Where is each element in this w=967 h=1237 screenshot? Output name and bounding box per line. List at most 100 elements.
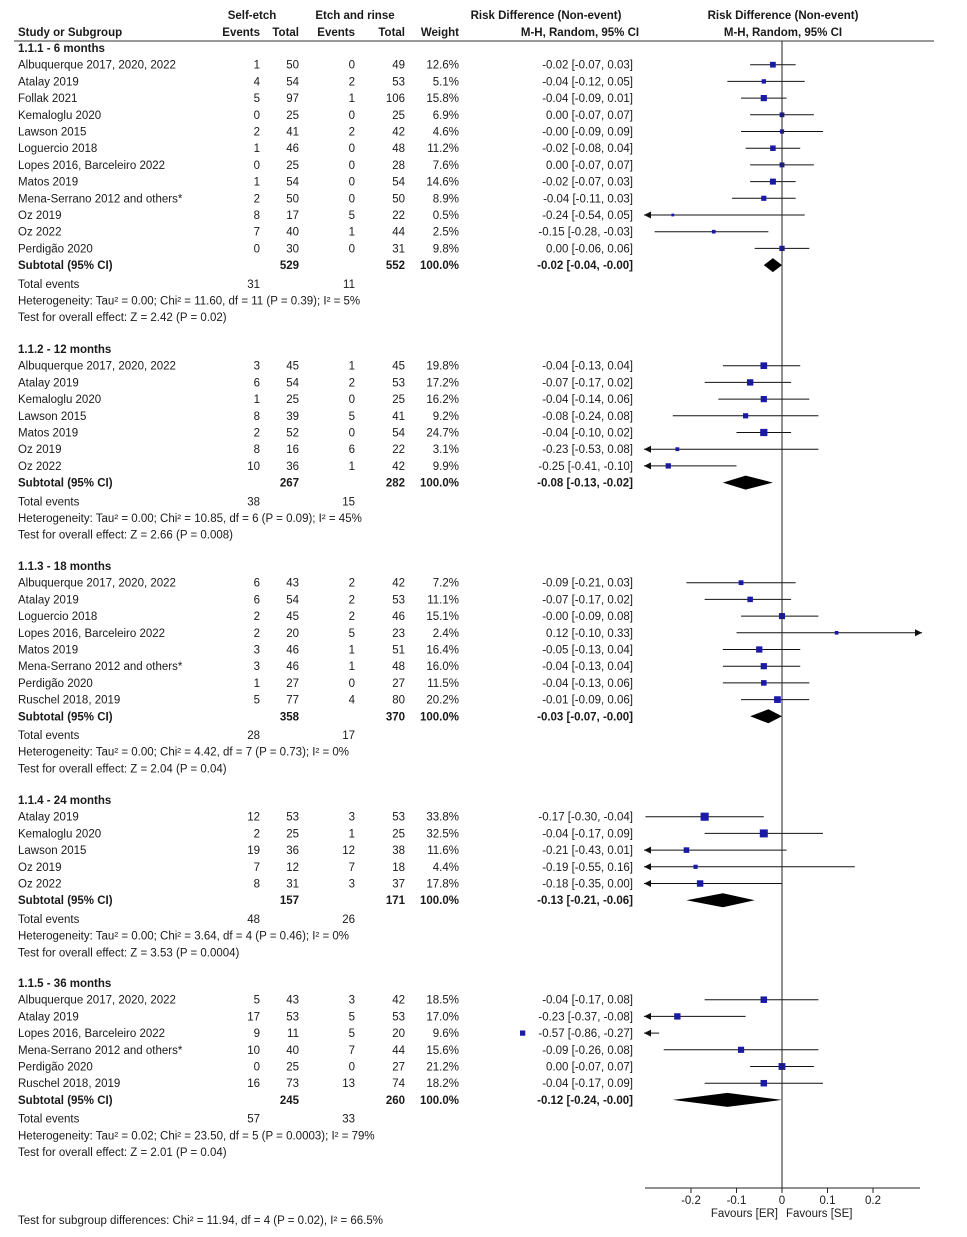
study-weight: 11.2% [427,143,459,155]
subtotal-label: Subtotal (95% CI) [18,1095,113,1107]
subtotal-total-self-etch: 529 [280,260,299,272]
study-name: Loguercio 2018 [18,611,97,623]
events-self-etch: 17 [247,1011,260,1023]
effect-square [760,395,767,403]
effect-square [700,812,709,821]
effect-square [674,1013,681,1020]
total-self-etch: 54 [286,594,299,606]
axis-tick-label: 0.1 [820,1195,836,1207]
overall-effect-text: Test for overall effect: Z = 2.01 (P = 0… [18,1147,227,1159]
total-etch-rinse: 22 [392,210,405,222]
header-events-1: Events [222,27,260,39]
total-etch-rinse: 80 [392,695,405,707]
total-events-label: Total events [18,914,80,926]
subtotal-label: Subtotal (95% CI) [18,895,113,907]
subtotal-ci: -0.13 [-0.21, -0.06] [537,895,633,907]
effect-square [760,362,768,370]
total-self-etch: 54 [286,76,299,88]
study-weight: 7.6% [433,160,459,172]
study-name: Oz 2022 [18,879,61,891]
total-events-self-etch: 38 [247,496,260,508]
study-name: Matos 2019 [18,177,78,189]
total-self-etch: 46 [286,661,299,673]
total-self-etch: 25 [286,1062,299,1074]
total-self-etch: 73 [286,1078,299,1090]
study-weight: 8.9% [433,193,459,205]
events-self-etch: 2 [254,828,260,840]
events-self-etch: 6 [254,377,260,389]
subgroup-title: 1.1.2 - 12 months [18,344,111,356]
study-weight: 9.6% [433,1028,459,1040]
study-name: Atalay 2019 [18,594,79,606]
favours-left: Favours [ER] [711,1208,778,1220]
total-events-self-etch: 31 [247,279,260,291]
subtotal-diamond [672,1092,782,1107]
study-weight: 17.0% [426,1011,459,1023]
study-name: Albuquerque 2017, 2020, 2022 [18,578,176,590]
study-weight: 9.2% [433,411,459,423]
effect-square [761,195,767,201]
heterogeneity-text: Heterogeneity: Tau² = 0.00; Chi² = 3.64,… [18,931,349,943]
study-name: Atalay 2019 [18,812,79,824]
total-etch-rinse: 44 [392,1045,405,1057]
events-etch-rinse: 5 [349,1011,355,1023]
events-etch-rinse: 5 [349,1028,355,1040]
subtotal-label: Subtotal (95% CI) [18,711,113,723]
total-etch-rinse: 41 [392,411,405,423]
subtotal-weight: 100.0% [420,478,459,490]
total-etch-rinse: 106 [386,93,405,105]
header-total-2: Total [378,27,405,39]
study-weight: 4.4% [433,862,459,874]
events-self-etch: 2 [254,428,260,440]
study-weight: 18.5% [426,995,459,1007]
study-weight: 16.0% [426,661,459,673]
study-weight: 11.1% [427,594,459,606]
total-events-etch-rinse: 17 [342,730,355,742]
effect-square [747,596,753,603]
total-self-etch: 27 [286,678,299,690]
effect-square [760,663,767,670]
study-weight: 15.1% [426,611,459,623]
events-self-etch: 4 [254,76,261,88]
events-self-etch: 1 [254,60,260,72]
study-name: Oz 2019 [18,444,61,456]
header-rd-method: M-H, Random, 95% CI [521,27,639,39]
events-self-etch: 2 [254,611,260,623]
study-weight: 14.6% [426,177,459,189]
study-weight: 24.7% [426,428,459,440]
total-self-etch: 50 [286,193,299,205]
ci-arrow-left [644,863,651,871]
subtotal-total-etch-rinse: 370 [386,711,405,723]
events-etch-rinse: 7 [349,862,355,874]
subgroup-title: 1.1.4 - 24 months [18,795,111,807]
study-weight: 12.6% [426,60,459,72]
events-self-etch: 3 [254,361,260,373]
total-self-etch: 11 [287,1028,299,1040]
events-self-etch: 6 [254,594,260,606]
total-self-etch: 31 [286,879,299,891]
effect-square [760,95,767,102]
subtotal-label: Subtotal (95% CI) [18,478,113,490]
subtotal-diamond [722,475,773,490]
study-weight: 18.2% [426,1078,459,1090]
effect-square [770,145,776,151]
study-name: Lawson 2015 [18,845,86,857]
study-weight: 9.8% [433,243,459,255]
total-etch-rinse: 42 [392,461,405,473]
events-etch-rinse: 2 [349,611,355,623]
total-self-etch: 43 [286,995,299,1007]
study-weight: 15.8% [426,93,459,105]
study-weight: 6.9% [433,110,459,122]
header-total-1: Total [272,27,299,39]
events-etch-rinse: 1 [349,461,355,473]
events-self-etch: 8 [254,411,260,423]
study-weight: 15.6% [426,1045,459,1057]
study-name: Follak 2021 [18,93,77,105]
study-name: Mena-Serrano 2012 and others* [18,193,183,205]
ci-arrow-left [644,880,651,887]
study-ci: -0.09 [-0.26, 0.08] [542,1045,633,1057]
study-weight: 9.9% [433,461,459,473]
study-name: Perdigão 2020 [18,678,93,690]
study-weight: 2.5% [433,227,459,239]
